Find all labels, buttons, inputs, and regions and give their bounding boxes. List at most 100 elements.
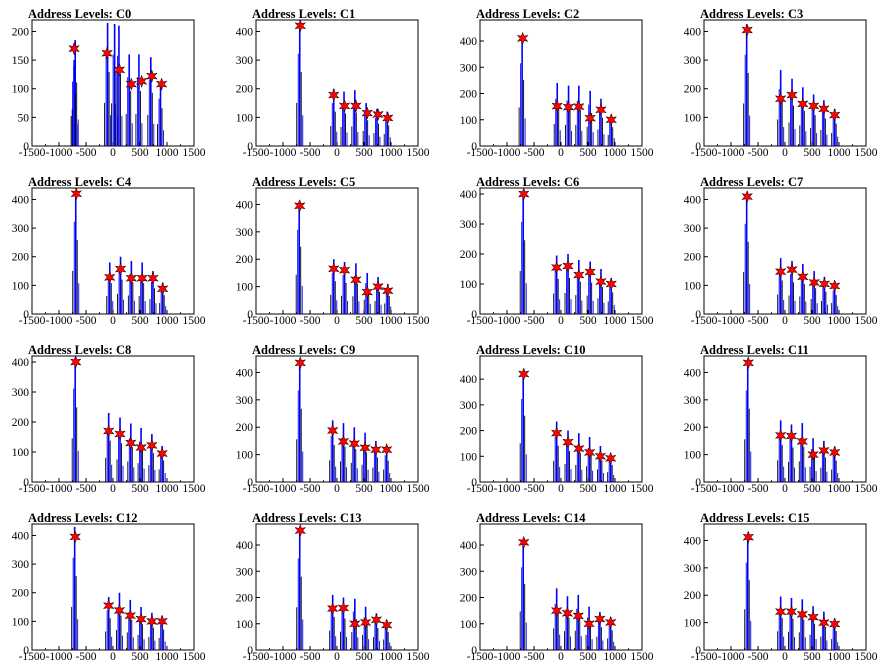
x-tick-label: 0 bbox=[110, 651, 116, 663]
x-tick-label: 1500 bbox=[407, 315, 430, 327]
star-marker-icon bbox=[605, 112, 618, 127]
star-marker-icon bbox=[293, 199, 306, 213]
x-tick-label: -500 bbox=[299, 315, 320, 327]
x-tick-label: 1500 bbox=[855, 651, 878, 663]
y-tick-label: 400 bbox=[684, 194, 702, 206]
x-tick-label: 1500 bbox=[855, 483, 878, 495]
x-tick-label: -500 bbox=[299, 147, 320, 159]
star-marker-icon bbox=[562, 435, 574, 449]
chart-panel-14: Address Levels: C14 -1500 -1000 -500 0 500 100… bbox=[460, 511, 654, 663]
x-tick-label: 500 bbox=[131, 651, 149, 663]
star-marker-icon bbox=[136, 271, 149, 285]
star-marker-icon bbox=[156, 614, 169, 629]
chart-panel-10: Address Levels: C10 -1500 -1000 -500 0 500 100… bbox=[460, 343, 654, 495]
x-tick-label: 0 bbox=[334, 483, 340, 495]
y-tick-label: 200 bbox=[684, 590, 702, 602]
y-tick-label: 100 bbox=[460, 619, 478, 631]
plot-frame bbox=[479, 355, 643, 483]
star-marker-icon bbox=[572, 441, 585, 456]
star-marker-icon bbox=[550, 260, 563, 275]
x-tick-label: -1500 bbox=[243, 315, 270, 327]
x-tick-label: 0 bbox=[558, 651, 564, 663]
x-tick-label: 0 bbox=[782, 147, 788, 159]
x-tick-label: -1500 bbox=[691, 315, 718, 327]
x-tick-label: -1500 bbox=[467, 147, 494, 159]
y-tick-label: 100 bbox=[12, 447, 30, 459]
y-tick-label: 400 bbox=[236, 199, 254, 211]
y-tick-label: 300 bbox=[684, 563, 702, 575]
y-tick-label: 50 bbox=[18, 112, 30, 124]
y-tick-label: 100 bbox=[460, 115, 478, 127]
chart-panel-15: Address Levels: C15 -1500 -1000 -500 0 500 100… bbox=[684, 511, 878, 663]
y-tick-label: 0 bbox=[23, 309, 29, 321]
y-tick-label: 300 bbox=[684, 223, 702, 235]
y-tick-label: 0 bbox=[247, 309, 253, 321]
x-tick-label: 1500 bbox=[631, 483, 654, 495]
x-tick-label: 1500 bbox=[631, 147, 654, 159]
y-tick-label: 100 bbox=[460, 451, 478, 463]
y-tick-label: 400 bbox=[12, 530, 30, 542]
star-marker-icon bbox=[70, 186, 83, 201]
x-tick-label: 0 bbox=[782, 483, 788, 495]
y-tick-label: 400 bbox=[460, 189, 478, 201]
y-tick-label: 0 bbox=[695, 309, 701, 321]
x-tick-label: 0 bbox=[334, 147, 340, 159]
plot-frame bbox=[703, 523, 867, 651]
x-tick-label: 0 bbox=[558, 147, 564, 159]
y-tick-label: 0 bbox=[247, 645, 253, 657]
star-marker-icon bbox=[561, 606, 574, 621]
y-tick-label: 0 bbox=[247, 141, 253, 153]
x-tick-label: -500 bbox=[747, 651, 768, 663]
x-tick-label: -500 bbox=[523, 651, 544, 663]
y-tick-label: 300 bbox=[236, 566, 254, 578]
star-marker-icon bbox=[372, 107, 384, 122]
star-marker-icon bbox=[350, 272, 362, 287]
star-marker-icon bbox=[808, 275, 821, 290]
x-tick-label: 1500 bbox=[407, 147, 430, 159]
plot-frame bbox=[703, 355, 867, 483]
star-marker-icon bbox=[156, 446, 169, 461]
star-marker-icon bbox=[348, 616, 361, 631]
y-tick-label: 300 bbox=[460, 62, 478, 74]
x-tick-label: 1000 bbox=[380, 651, 403, 663]
y-tick-label: 400 bbox=[684, 535, 702, 547]
star-marker-icon bbox=[796, 97, 809, 111]
y-tick-label: 200 bbox=[12, 417, 30, 429]
star-marker-icon bbox=[102, 424, 115, 438]
star-marker-icon bbox=[135, 612, 147, 626]
star-marker-icon bbox=[146, 614, 158, 629]
star-marker-icon bbox=[125, 271, 138, 285]
x-tick-label: -1000 bbox=[46, 483, 73, 495]
star-marker-icon bbox=[741, 189, 754, 204]
star-marker-icon bbox=[338, 263, 351, 277]
y-tick-label: 300 bbox=[684, 55, 702, 67]
x-tick-label: 0 bbox=[558, 483, 564, 495]
y-tick-label: 400 bbox=[460, 36, 478, 48]
x-tick-label: 0 bbox=[334, 651, 340, 663]
y-tick-label: 300 bbox=[460, 219, 478, 231]
star-marker-icon bbox=[774, 91, 787, 106]
chart-title: Address Levels: C3 bbox=[700, 7, 803, 21]
x-tick-label: 1500 bbox=[407, 651, 430, 663]
chart-title: Address Levels: C5 bbox=[252, 175, 355, 189]
x-tick-label: -1000 bbox=[494, 483, 521, 495]
x-tick-label: -1000 bbox=[46, 315, 73, 327]
plot-frame bbox=[31, 523, 195, 651]
x-tick-label: 1500 bbox=[183, 483, 206, 495]
star-marker-icon bbox=[294, 18, 307, 33]
x-tick-label: 1500 bbox=[631, 315, 654, 327]
plot-frame bbox=[255, 187, 419, 315]
chart-title: Address Levels: C12 bbox=[28, 511, 138, 525]
star-marker-icon bbox=[786, 88, 798, 102]
y-tick-label: 200 bbox=[12, 588, 30, 600]
x-tick-label: -1000 bbox=[270, 147, 297, 159]
star-marker-icon bbox=[135, 74, 148, 89]
x-tick-label: -1500 bbox=[691, 483, 718, 495]
star-marker-icon bbox=[572, 268, 585, 282]
y-tick-label: 100 bbox=[236, 619, 254, 631]
y-tick-label: 200 bbox=[684, 252, 702, 264]
y-tick-label: 0 bbox=[471, 141, 477, 153]
star-marker-icon bbox=[807, 447, 819, 462]
chart-title: Address Levels: C1 bbox=[252, 7, 355, 21]
x-tick-label: -1500 bbox=[243, 147, 270, 159]
